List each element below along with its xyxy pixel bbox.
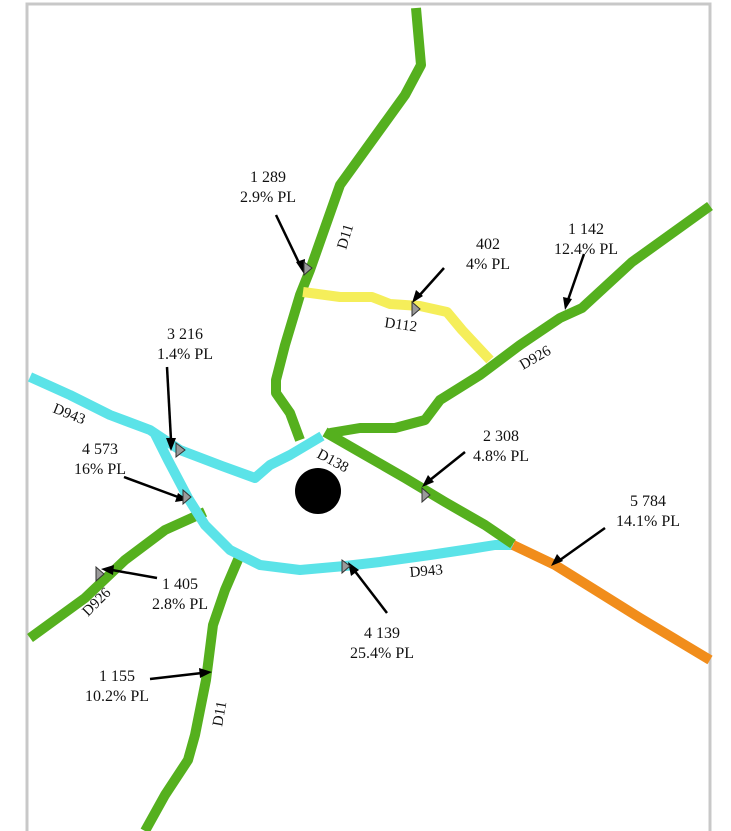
- count-volume: 1 142: [568, 221, 604, 238]
- count-pl: 16% PL: [74, 461, 126, 478]
- count-label-c5: 4 573 16% PL: [74, 441, 126, 478]
- count-marker-c4: [175, 441, 186, 459]
- count-marker-c6: [421, 486, 431, 504]
- count-pl: 4% PL: [466, 256, 510, 273]
- count-arrow-c7: [551, 526, 606, 566]
- count-pl: 12.4% PL: [554, 241, 618, 258]
- road-d926-east: [329, 201, 713, 438]
- count-pl: 2.8% PL: [152, 596, 208, 613]
- count-marker-c9: [341, 559, 351, 575]
- count-label-c6: 2 308 4.8% PL: [473, 428, 529, 465]
- count-label-c9: 4 139 25.4% PL: [350, 625, 414, 662]
- count-volume: 402: [476, 236, 500, 253]
- count-arrow-c10: [149, 668, 212, 681]
- count-arrow-c9: [348, 562, 388, 614]
- count-label-c7: 5 784 14.1% PL: [616, 493, 680, 530]
- count-arrow-c6: [422, 451, 466, 487]
- count-label-c4: 3 216 1.4% PL: [157, 326, 213, 363]
- road-d11-north: [271, 7, 426, 442]
- count-volume: 1 405: [162, 576, 198, 593]
- count-labels: 1 289 2.9% PL 402 4% PL 1 142 12.4% PL 3…: [74, 169, 680, 705]
- count-volume: 1 289: [250, 169, 286, 186]
- count-volume: 4 573: [82, 441, 118, 458]
- count-arrow-c4: [165, 366, 176, 451]
- road-d926-west: [27, 507, 208, 643]
- road-label-d11-south: D11: [210, 700, 230, 728]
- road-label-d11-north: D11: [335, 222, 358, 251]
- road-d943-north: [27, 372, 325, 483]
- count-pl: 10.2% PL: [85, 688, 149, 705]
- town-center-marker: [295, 468, 341, 514]
- count-arrow-c1: [274, 214, 305, 274]
- road-label-d943-south: D943: [409, 562, 444, 581]
- count-label-c10: 1 155 10.2% PL: [85, 668, 149, 705]
- count-pl: 25.4% PL: [350, 645, 414, 662]
- count-arrow-c3: [563, 253, 586, 310]
- count-arrow-c8: [101, 565, 158, 580]
- road-label-d112: D112: [383, 315, 418, 335]
- count-marker-c2: [411, 300, 421, 318]
- count-label-c2: 402 4% PL: [466, 236, 510, 273]
- count-label-c8: 1 405 2.8% PL: [152, 576, 208, 613]
- count-label-c3: 1 142 12.4% PL: [554, 221, 618, 258]
- count-volume: 1 155: [99, 668, 135, 685]
- count-volume: 4 139: [364, 625, 400, 642]
- count-arrows: [95, 214, 606, 681]
- road-d112: [302, 287, 494, 364]
- count-pl: 1.4% PL: [157, 346, 213, 363]
- count-arrow-c2: [412, 267, 445, 303]
- count-label-c1: 1 289 2.9% PL: [240, 169, 296, 206]
- count-marker-c5: [182, 488, 192, 506]
- count-volume: 3 216: [167, 326, 203, 343]
- count-volume: 2 308: [483, 428, 519, 445]
- count-pl: 4.8% PL: [473, 448, 529, 465]
- count-pl: 14.1% PL: [616, 513, 680, 530]
- count-pl: 2.9% PL: [240, 189, 296, 206]
- road-d138-east: [510, 540, 713, 665]
- road-d11-south: [140, 553, 245, 831]
- count-volume: 5 784: [630, 493, 666, 510]
- count-marker-c1: [303, 261, 313, 277]
- count-marker-c8: [95, 565, 105, 583]
